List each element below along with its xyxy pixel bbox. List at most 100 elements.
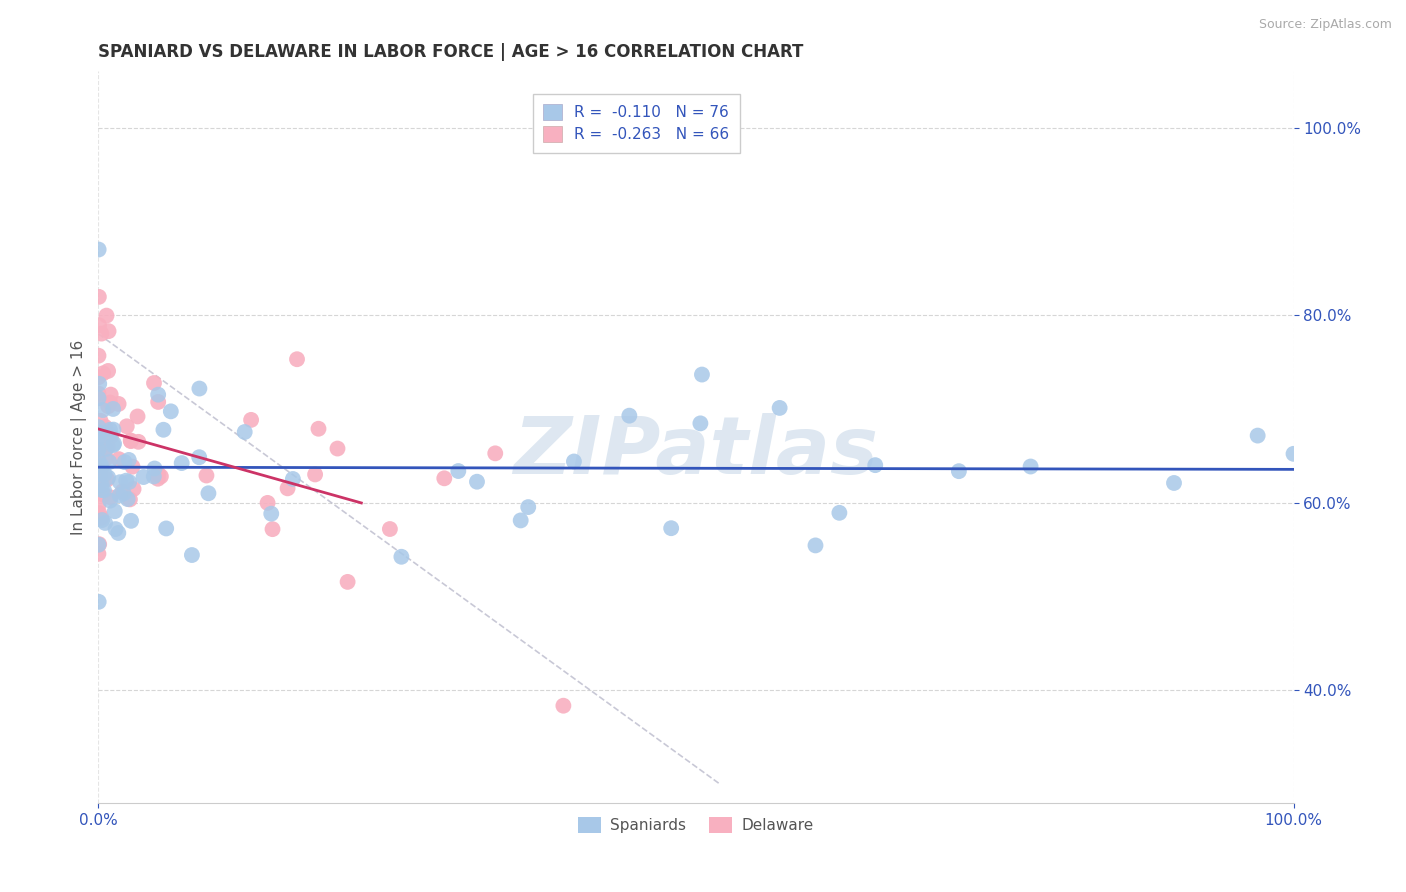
- Y-axis label: In Labor Force | Age > 16: In Labor Force | Age > 16: [72, 340, 87, 534]
- Point: [87, 290, 110, 304]
- Point: [111, 484, 134, 499]
- Point: [117, 492, 139, 507]
- Point: [170, 456, 193, 470]
- Point: [1282, 447, 1305, 461]
- Point: [87, 482, 110, 496]
- Point: [120, 514, 142, 528]
- Point: [107, 397, 129, 411]
- Point: [87, 391, 110, 405]
- Point: [509, 513, 531, 527]
- Point: [94, 442, 117, 456]
- Point: [87, 464, 110, 478]
- Point: [94, 420, 117, 434]
- Point: [195, 468, 218, 483]
- Point: [93, 423, 115, 437]
- Point: [87, 425, 110, 440]
- Point: [865, 458, 887, 472]
- Point: [127, 434, 149, 449]
- Point: [118, 453, 141, 467]
- Point: [87, 453, 110, 467]
- Point: [326, 442, 349, 456]
- Point: [98, 423, 121, 437]
- Point: [465, 475, 488, 489]
- Point: [120, 434, 142, 448]
- Point: [115, 474, 138, 488]
- Point: [93, 467, 115, 481]
- Point: [517, 500, 540, 514]
- Point: [240, 413, 263, 427]
- Point: [91, 513, 114, 527]
- Point: [155, 521, 177, 535]
- Point: [89, 537, 111, 551]
- Point: [285, 352, 308, 367]
- Point: [90, 458, 112, 473]
- Point: [146, 472, 169, 486]
- Point: [98, 493, 121, 508]
- Point: [98, 395, 121, 409]
- Point: [93, 423, 115, 437]
- Point: [277, 481, 299, 495]
- Text: Source: ZipAtlas.com: Source: ZipAtlas.com: [1258, 18, 1392, 31]
- Point: [149, 469, 172, 483]
- Point: [87, 420, 110, 434]
- Point: [96, 473, 118, 487]
- Point: [93, 488, 115, 502]
- Point: [104, 522, 127, 536]
- Point: [87, 421, 110, 435]
- Point: [90, 414, 112, 428]
- Point: [262, 522, 284, 536]
- Point: [389, 549, 412, 564]
- Point: [98, 427, 121, 442]
- Point: [159, 404, 181, 418]
- Point: [87, 538, 110, 552]
- Point: [256, 496, 278, 510]
- Point: [104, 504, 127, 518]
- Point: [148, 395, 170, 409]
- Point: [103, 423, 125, 437]
- Point: [93, 483, 115, 498]
- Point: [108, 488, 131, 502]
- Point: [98, 455, 121, 469]
- Point: [260, 507, 283, 521]
- Point: [100, 387, 122, 401]
- Point: [90, 477, 112, 491]
- Point: [233, 425, 256, 439]
- Point: [336, 574, 359, 589]
- Point: [433, 471, 456, 485]
- Point: [562, 454, 585, 468]
- Point: [281, 472, 304, 486]
- Point: [768, 401, 790, 415]
- Point: [90, 443, 112, 458]
- Point: [97, 324, 120, 338]
- Point: [97, 470, 120, 484]
- Point: [87, 442, 110, 457]
- Point: [115, 419, 138, 434]
- Point: [101, 438, 124, 452]
- Point: [152, 423, 174, 437]
- Point: [690, 368, 713, 382]
- Point: [308, 422, 330, 436]
- Point: [97, 440, 120, 454]
- Point: [447, 464, 470, 478]
- Point: [148, 467, 170, 481]
- Point: [90, 326, 112, 341]
- Point: [91, 403, 114, 417]
- Point: [114, 455, 136, 469]
- Point: [89, 506, 111, 520]
- Point: [1019, 459, 1042, 474]
- Point: [97, 399, 120, 413]
- Point: [90, 510, 112, 524]
- Point: [87, 386, 110, 401]
- Text: ZIPatlas: ZIPatlas: [513, 413, 879, 491]
- Point: [91, 366, 114, 380]
- Point: [553, 698, 575, 713]
- Point: [89, 430, 111, 444]
- Point: [90, 460, 112, 475]
- Point: [90, 467, 112, 482]
- Point: [619, 409, 641, 423]
- Point: [188, 450, 211, 465]
- Point: [804, 538, 827, 552]
- Point: [828, 506, 851, 520]
- Point: [87, 498, 110, 512]
- Point: [108, 475, 131, 490]
